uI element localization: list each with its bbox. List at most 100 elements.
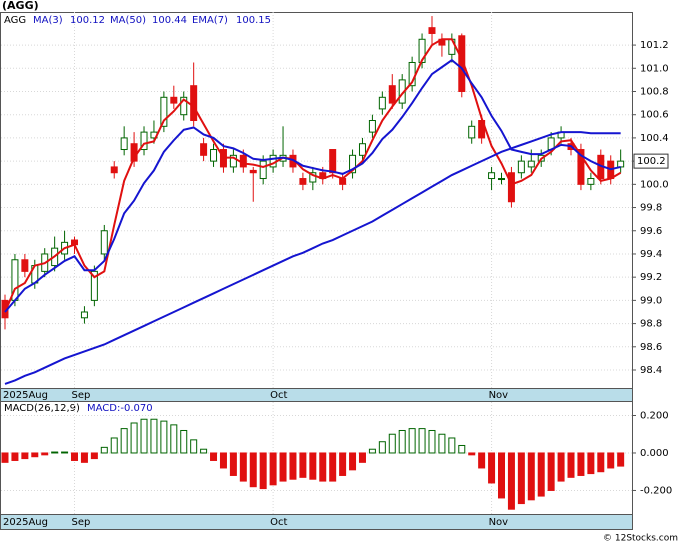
candle-body [329,149,337,174]
candle-body [160,96,168,127]
macd-value: MACD:-0.070 [87,403,153,414]
macd-bar [577,452,585,476]
y-tick-label: 98.8 [640,319,662,330]
macd-bar [269,452,277,486]
candle-body [200,143,208,156]
candle-body [468,125,476,139]
x-tick-label: Sep [72,517,91,528]
legend-value: 100.44 [152,15,187,26]
candle-body [488,172,496,180]
y-tick-label: 98.4 [640,365,662,376]
x-tick-label: Sep [72,390,91,401]
candle-body [577,149,585,185]
candle-body [368,120,376,133]
x-tick-label: 2025Aug [3,517,48,528]
y-tick-label: 100.0 [640,179,669,190]
legend-value: 100.12 [70,15,105,26]
macd-bar [21,452,29,460]
chart-title: (AGG) [2,0,39,12]
legend-entry: EMA(7) [192,15,228,26]
macd-bar [468,452,476,456]
macd-bar [458,444,466,454]
candle-body [617,160,625,168]
macd-bar [329,452,337,482]
macd-bar [587,452,595,475]
y-tick-label: 99.4 [640,249,662,260]
candle-body [309,172,317,183]
macd-bar [289,452,297,480]
candle-body [358,143,366,156]
macd-bar [150,418,158,454]
candle-body [120,137,128,151]
candle-body [299,178,307,185]
x-tick-label: Oct [270,517,287,528]
macd-bar [339,452,347,476]
macd-bar [498,452,505,499]
macd-bar [398,429,406,454]
macd-bar [80,452,88,463]
macd-bar [408,428,416,454]
macd-bar [110,437,118,454]
candle-body [210,149,218,162]
macd-bar [368,448,376,454]
macd-bar [170,424,178,454]
candle-body [180,96,188,116]
macd-bar [309,452,317,480]
macd-bar [11,452,19,461]
macd-bar [299,452,307,478]
macd-bar [448,437,456,454]
x-tick-label: Nov [489,390,509,401]
candle-body [110,166,118,174]
candle-body [259,160,267,180]
macd-bar [358,452,366,463]
macd-bar [130,422,138,454]
macd-bar [100,446,108,454]
candle-body [90,270,98,301]
macd-bar [617,452,625,467]
macd-bar [488,452,496,484]
macd-bar [557,452,565,482]
y-tick-label: 0.000 [640,448,669,459]
macd-bar [418,428,426,454]
macd-bar [140,418,148,454]
x-tick-label: Oct [270,390,287,401]
macd-bar [597,452,605,473]
legend-entry: MA(3) [33,15,63,26]
macd-bar [607,452,615,469]
macd-bar [41,452,49,456]
date-strip [0,388,633,402]
macd-bar [71,452,79,461]
macd-bar [200,448,208,454]
macd-bar [239,452,247,482]
line-series [4,131,621,385]
macd-bar [349,452,357,471]
date-strip [0,514,633,530]
macd-title: MACD(26,12,9) [4,403,80,414]
candle-body [229,154,237,168]
candle-body [80,311,88,319]
price-panel [0,12,633,389]
macd-bar [249,452,257,488]
macd-bar [567,452,575,478]
macd-bar [61,451,69,454]
legend-value: 100.15 [236,15,271,26]
y-tick-label: 100.8 [640,86,669,97]
y-tick-label: 101.2 [640,40,669,51]
macd-bar [259,452,267,490]
macd-bar [1,452,9,463]
macd-bar [438,433,446,454]
candle-body [249,169,257,174]
candle-body [170,96,178,104]
legend-symbol: AGG [4,15,26,26]
candle-body [428,27,436,34]
y-tick-label: 99.2 [640,272,662,283]
macd-bar [388,433,396,454]
macd-panel [0,401,633,515]
macd-bar [547,452,555,491]
macd-bar [537,452,545,497]
candle-body [190,85,198,122]
macd-bar [190,439,198,454]
candle-body [388,85,396,104]
y-tick-label: 99.6 [640,226,662,237]
